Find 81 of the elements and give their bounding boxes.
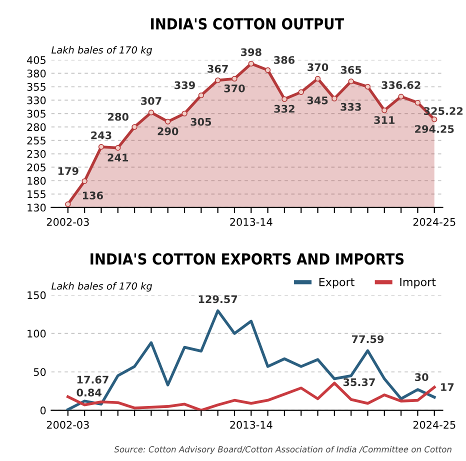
data-label: 0.84 (76, 388, 102, 397)
data-label: 307 (141, 97, 162, 105)
data-label: 333 (340, 102, 361, 111)
point (115, 145, 121, 151)
point (182, 110, 188, 116)
point (382, 108, 388, 114)
point (82, 178, 88, 184)
data-label: 332 (274, 104, 294, 113)
legend-label: Export (319, 278, 354, 288)
point (198, 92, 204, 98)
y-tick-label: 405 (27, 56, 46, 64)
y-tick-label: 155 (28, 190, 46, 198)
point (348, 78, 354, 84)
data-label: 367 (208, 64, 228, 73)
data-label: 243 (91, 131, 112, 140)
chart-title: INDIA'S COTTON OUTPUT (151, 18, 344, 30)
data-label: 365 (340, 66, 362, 74)
point (98, 144, 104, 150)
data-label: 311 (374, 116, 395, 124)
y-tick-label: 150 (28, 291, 46, 300)
x-tick-label: 2013-14 (230, 420, 272, 429)
data-label: 339 (174, 81, 195, 90)
y-tick-label: 280 (27, 123, 46, 132)
data-label: 136 (82, 192, 103, 200)
source-note: Source: Cotton Advisory Board/Cotton Association of India /Committee on Cotton (114, 446, 452, 454)
point (264, 67, 271, 73)
x-tick-label: 2024-25 (413, 218, 456, 226)
data-label: 17.67 (77, 376, 108, 384)
data-label: 305 (190, 118, 212, 126)
data-label: 336.62 (382, 81, 420, 90)
y-tick-label: 330 (27, 96, 46, 104)
point (148, 110, 154, 116)
data-label: 370 (308, 63, 328, 72)
x-tick-label: 2002-03 (46, 420, 89, 429)
y-tick-label: 380 (27, 70, 46, 78)
x-tick-label: 2024-25 (413, 420, 456, 429)
legend-label: Import (400, 278, 436, 288)
chart-title: INDIA'S COTTON EXPORTS AND IMPORTS (90, 253, 404, 265)
y-tick-label: 230 (27, 150, 46, 158)
point (314, 76, 321, 82)
data-label: 294.25 (415, 125, 454, 133)
x-tick-label: 2013-14 (230, 218, 272, 226)
y-axis-title: Lakh bales of 170 kg (52, 282, 152, 292)
point (248, 60, 254, 67)
point (414, 100, 421, 106)
data-label: 179 (58, 167, 78, 175)
point (232, 76, 238, 82)
data-label: 280 (108, 112, 128, 121)
y-tick-label: 0 (40, 406, 46, 414)
data-label: 386 (274, 56, 295, 64)
line-series (66, 309, 436, 410)
data-label: 241 (108, 154, 128, 162)
point (364, 84, 371, 90)
data-label: 129.57 (198, 295, 238, 304)
point (65, 201, 71, 208)
data-label: 30 (415, 373, 428, 382)
data-label: 345 (307, 96, 328, 104)
data-label: 17 (441, 383, 454, 391)
point (282, 96, 288, 102)
x-tick-label: 2002-03 (46, 218, 89, 226)
point (398, 94, 404, 100)
y-tick-label: 100 (28, 330, 46, 338)
data-label: 370 (224, 84, 245, 92)
y-tick-label: 130 (28, 204, 46, 212)
data-label: 398 (240, 48, 262, 56)
data-label: 77.59 (352, 335, 384, 344)
point (298, 89, 304, 95)
y-tick-label: 255 (27, 136, 46, 144)
y-axis-title: Lakh bales of 170 kg (52, 46, 152, 56)
y-tick-label: 205 (27, 163, 46, 172)
y-tick-label: 305 (27, 110, 46, 118)
point (432, 116, 438, 122)
data-label: 35.37 (343, 378, 375, 386)
point (165, 118, 171, 124)
data-label: 290 (158, 127, 178, 136)
point (332, 96, 338, 102)
point (132, 124, 138, 130)
y-tick-label: 50 (34, 368, 46, 376)
y-tick-label: 355 (27, 82, 46, 91)
point (214, 77, 221, 84)
y-tick-label: 180 (28, 176, 46, 185)
